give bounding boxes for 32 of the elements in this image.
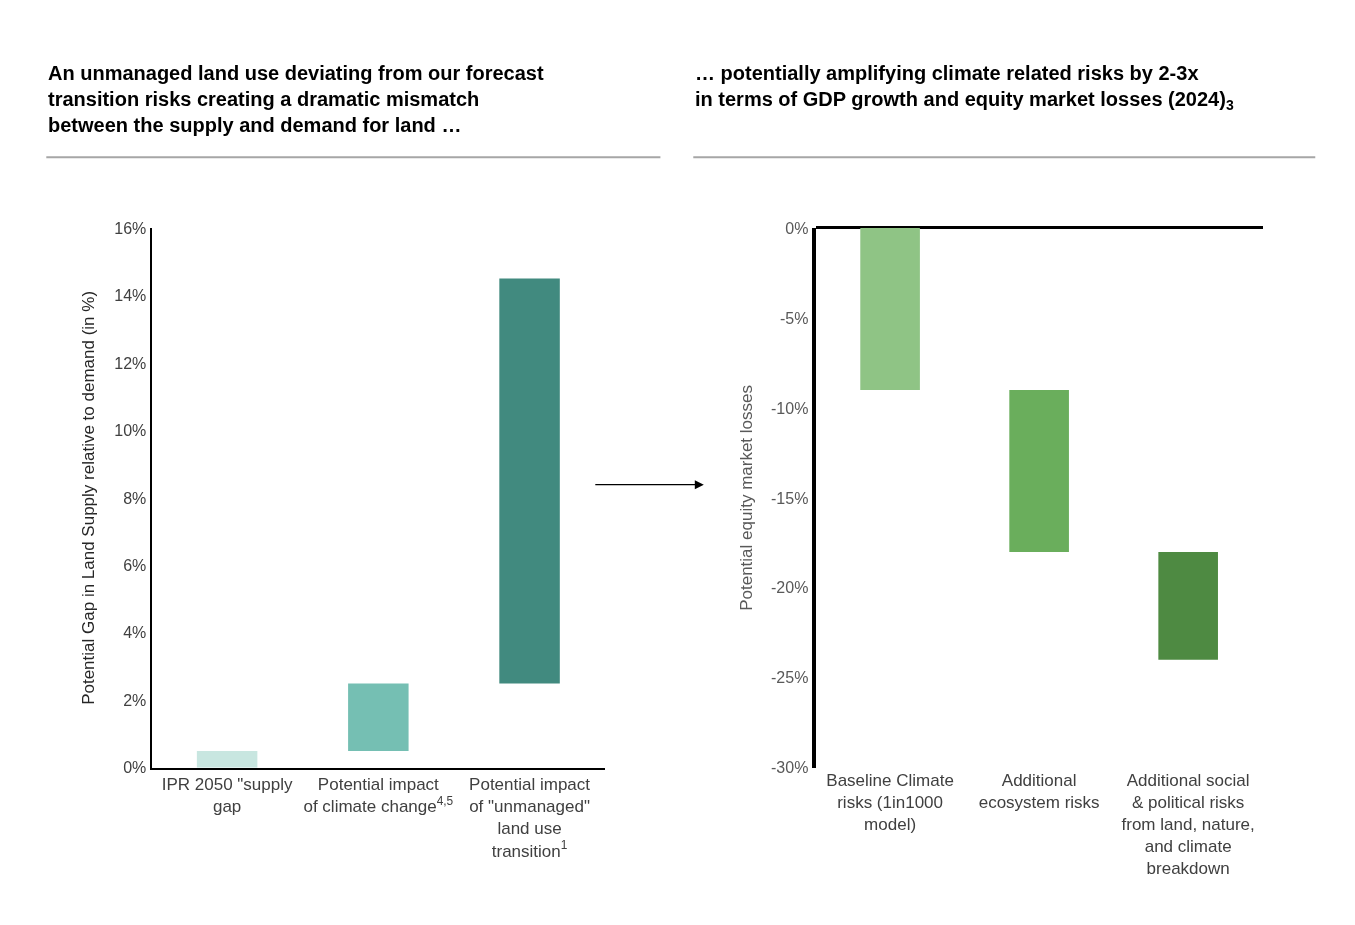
y-tick-label: 6% [123, 556, 147, 574]
bar [1158, 551, 1218, 660]
y-tick-label: -10% [771, 399, 809, 417]
y-tick-label: -20% [771, 579, 809, 597]
y-tick-label: 16% [114, 219, 147, 237]
bar [1009, 389, 1069, 552]
bar [348, 683, 409, 751]
bar [196, 750, 258, 768]
x-tick-label: Potential impact of "unmanaged" land use transition$^{1}$ [469, 775, 591, 861]
y-tick-label: 4% [123, 624, 147, 642]
y-tick-label: 2% [123, 691, 147, 709]
y-tick-label: -25% [771, 669, 809, 687]
y-tick-label: 14% [114, 287, 147, 305]
y-tick-label: 0% [123, 759, 147, 777]
chart-title: … potentially amplifying climate related risks by 2-3x in terms of GDP growth and equity market losses (2024)$_{3}$ [695, 62, 1234, 114]
y-tick-label: 10% [114, 422, 147, 440]
x-tick-label: Potential impact of climate change$^{4,5}$ [303, 775, 454, 817]
y-tick-label: -5% [779, 309, 809, 327]
y-tick-label: -30% [771, 759, 809, 777]
y-axis-title: Potential Gap in Land Supply relative to demand (in %) [79, 290, 99, 705]
chart-title: An unmanaged land use deviating from our forecast transition risks creating a dramatic mismatch between the supply and demand for land … [48, 62, 544, 136]
x-tick-label: Baseline Climate risks (1in1000 model) [826, 770, 954, 835]
y-tick-label: -15% [771, 489, 809, 507]
x-tick-label: Additional social & political risks from land, nature, and climate breakdown [1121, 770, 1255, 879]
y-tick-label: 0% [785, 219, 809, 237]
y-tick-label: 8% [123, 489, 147, 507]
x-tick-label: IPR 2050 "supply gap [161, 775, 293, 817]
bar [860, 227, 920, 390]
bar [499, 278, 560, 684]
y-tick-label: 12% [114, 354, 147, 372]
y-axis-title: Potential equity market losses [737, 384, 757, 611]
x-tick-label: Additional ecosystem risks [978, 770, 1100, 812]
